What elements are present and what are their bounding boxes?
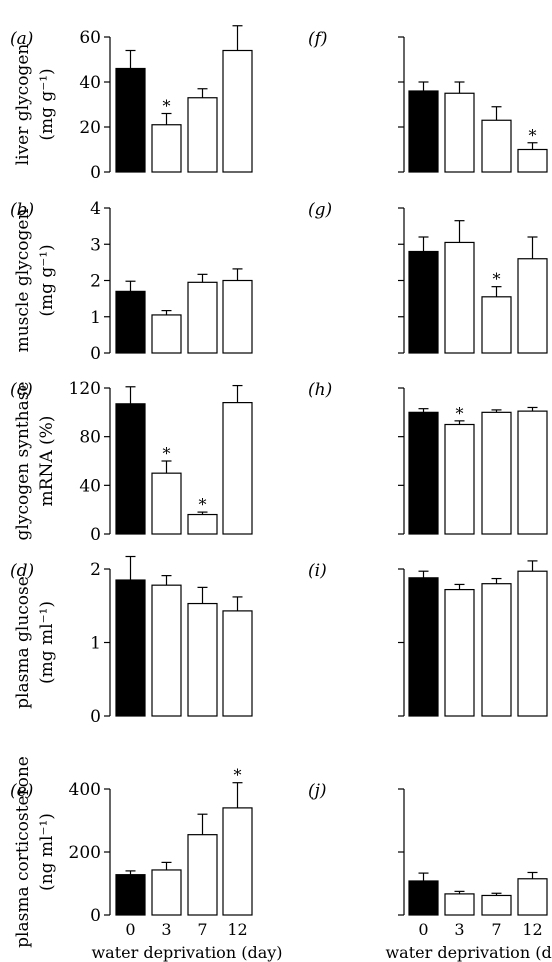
panel-e-bar bbox=[187, 834, 218, 916]
panel-g-bar bbox=[517, 258, 548, 354]
panel-h-bar bbox=[444, 423, 475, 535]
panel-c-y-tick-label: 0 bbox=[90, 525, 101, 545]
panel-j-x-tick-label: 7 bbox=[491, 920, 501, 939]
panel-g-bar bbox=[481, 296, 512, 354]
panel-j-bar bbox=[408, 880, 439, 916]
panel-g-bar bbox=[444, 241, 475, 354]
panel-h-significance-marker: * bbox=[456, 404, 464, 423]
panel-e-x-tick-label: 3 bbox=[161, 920, 171, 939]
panel-f-significance-marker: * bbox=[529, 126, 537, 145]
panel-b-y-axis-label: muscle glycogen bbox=[13, 209, 33, 353]
panel-a-bar bbox=[222, 49, 253, 173]
panel-d-bar bbox=[187, 602, 218, 717]
panel-i-bar bbox=[444, 588, 475, 717]
panel-d-y-tick-label: 0 bbox=[90, 707, 101, 727]
panel-f-bar bbox=[408, 90, 439, 173]
panel-a-y-axis-label: (mg g⁻¹) bbox=[37, 68, 57, 140]
panel-a-bar bbox=[115, 67, 146, 173]
panel-c-significance-marker: * bbox=[199, 495, 207, 514]
panel-c-bar bbox=[115, 403, 146, 535]
panel-b-y-tick-label: 1 bbox=[90, 308, 101, 328]
panel-f-label: (f) bbox=[308, 29, 328, 49]
panel-h-bar bbox=[408, 411, 439, 535]
panel-e-x-tick-label: 12 bbox=[227, 920, 247, 939]
panel-a-y-tick-label: 20 bbox=[79, 118, 101, 138]
panel-a-bar bbox=[151, 124, 182, 173]
panel-i-bar bbox=[517, 570, 548, 717]
panel-d-bar bbox=[222, 610, 253, 717]
panel-g-label: (g) bbox=[308, 200, 332, 220]
panel-j-bar bbox=[481, 894, 512, 916]
panel-f-bar bbox=[444, 92, 475, 173]
panel-j-x-tick-label: 0 bbox=[418, 920, 428, 939]
panel-c-bar bbox=[187, 513, 218, 535]
panel-a-y-tick-label: 40 bbox=[79, 73, 101, 93]
panel-j-x-tick-label: 3 bbox=[454, 920, 464, 939]
x-axis-label-right: water deprivation (day) bbox=[385, 943, 552, 962]
panel-c-y-tick-label: 120 bbox=[69, 379, 101, 399]
panel-e-y-tick-label: 200 bbox=[69, 843, 101, 863]
panel-e-label: (e) bbox=[10, 781, 33, 801]
panel-b-y-tick-label: 3 bbox=[90, 235, 101, 255]
panel-h-bar bbox=[517, 410, 548, 535]
panel-a-y-tick-label: 60 bbox=[79, 28, 101, 48]
panel-e-y-axis-label: plasma corticosterone bbox=[13, 756, 33, 948]
panel-e-x-tick-label: 0 bbox=[125, 920, 135, 939]
panel-g-significance-marker: * bbox=[493, 270, 501, 289]
panel-h-label: (h) bbox=[308, 380, 332, 400]
panel-f-bar bbox=[517, 148, 548, 173]
panel-e-significance-marker: * bbox=[234, 766, 242, 785]
panel-j-bar bbox=[517, 878, 548, 916]
panel-c-significance-marker: * bbox=[163, 444, 171, 463]
panel-e-x-tick-label: 7 bbox=[197, 920, 207, 939]
panel-e-y-tick-label: 0 bbox=[90, 906, 101, 926]
panel-d-bar bbox=[151, 584, 182, 717]
panel-i-bar bbox=[481, 583, 512, 717]
panel-d-y-tick-label: 2 bbox=[90, 560, 101, 580]
panel-b-bar bbox=[187, 281, 218, 354]
panel-b-bar bbox=[115, 290, 146, 354]
panel-b-y-tick-label: 4 bbox=[90, 199, 101, 219]
panel-j-bar bbox=[444, 893, 475, 916]
panel-b-bar bbox=[151, 314, 182, 354]
panel-a-y-tick-label: 0 bbox=[90, 163, 101, 183]
panel-a-bar bbox=[187, 97, 218, 173]
panel-h-bar bbox=[481, 411, 512, 535]
panel-c-label: (c) bbox=[10, 380, 33, 400]
panel-g-bar bbox=[408, 250, 439, 354]
panel-i-label: (i) bbox=[308, 561, 327, 581]
panel-c-bar bbox=[222, 402, 253, 535]
panel-e-bar bbox=[222, 807, 253, 916]
panel-c-y-axis-label: mRNA (%) bbox=[37, 416, 57, 507]
panel-d-y-axis-label: (mg ml⁻¹) bbox=[37, 601, 57, 684]
panel-a-significance-marker: * bbox=[163, 97, 171, 116]
x-axis-label-left: water deprivation (day) bbox=[91, 943, 282, 962]
panel-b-y-tick-label: 0 bbox=[90, 344, 101, 364]
panel-i-bar bbox=[408, 577, 439, 717]
panel-e-y-tick-label: 400 bbox=[69, 780, 101, 800]
panel-j-label: (j) bbox=[308, 781, 327, 801]
panel-d-bar bbox=[115, 579, 146, 717]
panel-c-bar bbox=[151, 472, 182, 535]
panel-e-bar bbox=[151, 869, 182, 916]
panel-f-bar bbox=[481, 119, 512, 173]
panel-d-label: (d) bbox=[10, 561, 34, 581]
panel-a-label: (a) bbox=[10, 29, 33, 49]
panel-c-y-axis-label: glycogen synthase bbox=[13, 382, 33, 541]
panel-e-bar bbox=[115, 874, 146, 916]
panel-c-y-tick-label: 80 bbox=[79, 428, 101, 448]
panel-a-y-axis-label: liver glycogen bbox=[13, 44, 33, 166]
panel-d-y-axis-label: plasma glucose bbox=[13, 576, 33, 709]
panel-b-y-tick-label: 2 bbox=[90, 272, 101, 292]
panel-j-x-tick-label: 12 bbox=[522, 920, 542, 939]
panel-b-label: (b) bbox=[10, 200, 34, 220]
panel-c-y-tick-label: 40 bbox=[79, 476, 101, 496]
panel-b-bar bbox=[222, 279, 253, 354]
panel-b-y-axis-label: (mg g⁻¹) bbox=[37, 244, 57, 316]
panel-e-y-axis-label: (ng ml⁻¹) bbox=[37, 813, 57, 891]
panel-d-y-tick-label: 1 bbox=[90, 634, 101, 654]
